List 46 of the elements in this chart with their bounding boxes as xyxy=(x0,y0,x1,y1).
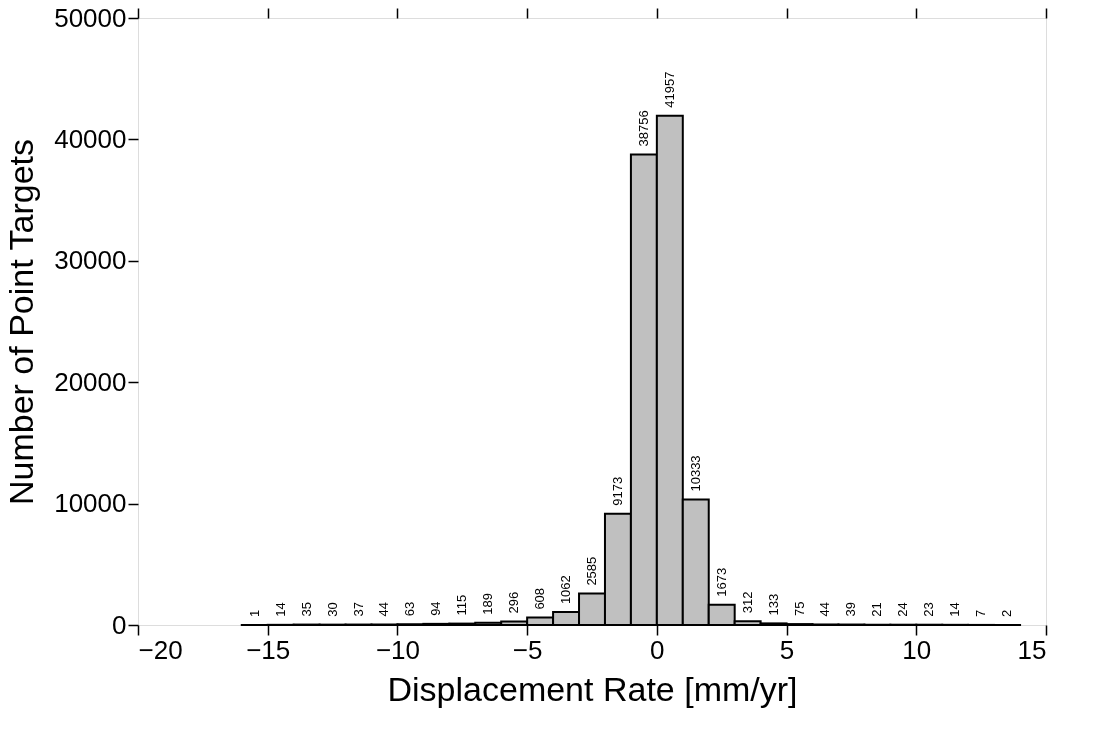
data-label: 39 xyxy=(843,602,859,617)
data-label: 37 xyxy=(350,602,366,617)
data-label: 30 xyxy=(324,602,340,617)
data-label: 63 xyxy=(402,601,418,617)
data-label: 14 xyxy=(947,602,963,617)
data-label: 1673 xyxy=(713,567,729,597)
y-tick-label: 40000 xyxy=(54,123,127,154)
data-label: 21 xyxy=(869,602,885,617)
y-axis-title: Number of Point Targets xyxy=(2,139,41,505)
y-tick-label: 10000 xyxy=(54,488,127,519)
y-tick-label: 20000 xyxy=(54,366,127,397)
data-label: 1 xyxy=(246,609,262,617)
data-label: 94 xyxy=(428,601,444,616)
data-label: 41957 xyxy=(661,71,677,108)
data-label: 608 xyxy=(532,587,548,610)
data-label: 133 xyxy=(765,593,781,616)
x-tick-label: 0 xyxy=(650,634,665,665)
data-label: 75 xyxy=(791,601,807,617)
y-tick-label: 50000 xyxy=(54,2,127,33)
data-label: 2 xyxy=(999,609,1015,617)
y-tick-label: 30000 xyxy=(54,245,127,276)
x-tick-label: −20 xyxy=(138,634,183,665)
data-label: 7 xyxy=(973,609,989,617)
x-tick-label: 5 xyxy=(779,634,795,665)
data-label: 44 xyxy=(817,602,833,617)
data-label: 10333 xyxy=(687,455,703,492)
x-tick-label: −10 xyxy=(375,634,420,665)
data-label: 35 xyxy=(298,602,314,617)
data-label: 9173 xyxy=(609,476,625,506)
data-label: 312 xyxy=(739,591,755,614)
data-label: 44 xyxy=(376,602,392,617)
x-tick-label: 15 xyxy=(1017,634,1047,665)
data-label: 189 xyxy=(480,593,496,615)
data-label: 14 xyxy=(272,602,288,617)
x-tick-label: −5 xyxy=(512,634,543,665)
data-label: 296 xyxy=(506,591,522,614)
x-tick-label: −15 xyxy=(246,634,291,665)
data-label: 24 xyxy=(895,602,911,617)
data-label: 115 xyxy=(454,594,470,616)
data-label: 1062 xyxy=(558,575,574,605)
data-label: 2585 xyxy=(584,556,599,586)
x-tick-label: 10 xyxy=(902,634,932,665)
y-tick-label: 0 xyxy=(112,609,127,640)
x-axis-title: Displacement Rate [mm/yr] xyxy=(387,669,798,708)
data-label: 23 xyxy=(921,602,937,617)
data-label: 38756 xyxy=(635,110,651,147)
